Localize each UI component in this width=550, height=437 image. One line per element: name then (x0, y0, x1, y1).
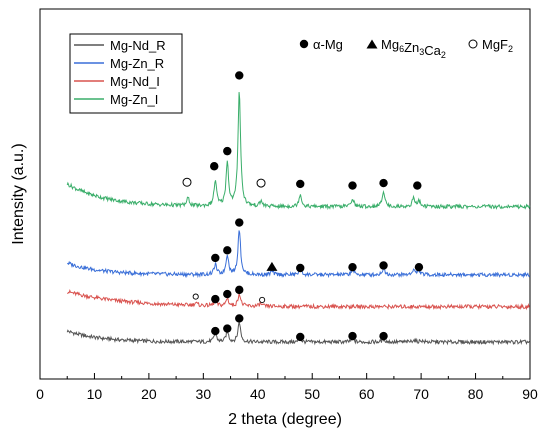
x-tick-label: 90 (522, 386, 538, 402)
series-line-mg-zn-r (66, 230, 531, 279)
y-axis-title: Intensity (a.u.) (10, 143, 27, 244)
phase-legend: α-Mg Mg6Zn3Ca2 MgF2 (299, 37, 513, 60)
circle-marker-mg-zn-i-7 (379, 178, 388, 188)
legend-label-mg-zn-i: Mg-Zn_I (110, 92, 158, 107)
phase-legend-filled-triangle-icon (366, 39, 378, 49)
circle-marker-mg-zn-r-1 (223, 246, 232, 255)
x-tick-label: 60 (359, 386, 375, 402)
legend-box (69, 33, 183, 114)
circle-marker-mg-nd-r-5 (379, 331, 388, 341)
circle-marker-mg-nd-r-2 (235, 314, 244, 323)
circle-marker-mg-nd-i-3 (235, 285, 244, 295)
marker-layer (182, 71, 424, 342)
open-circle-marker-mg-nd-i-0 (192, 293, 199, 300)
phase-legend-open-circle-icon (468, 39, 478, 49)
open-circle-marker-mg-zn-i-0 (182, 177, 192, 187)
series-legend: Mg-Nd_R Mg-Zn_R Mg-Nd_I Mg-Zn_I (69, 33, 183, 114)
open-circle-marker-mg-nd-i-4 (259, 296, 266, 304)
x-tick-label: 20 (141, 386, 157, 402)
circle-marker-mg-nd-r-4 (348, 331, 357, 341)
circle-marker-mg-zn-r-6 (379, 261, 388, 270)
legend-label-mg-zn-r: Mg-Zn_R (110, 56, 164, 71)
circle-marker-mg-zn-r-0 (211, 253, 220, 263)
x-axis-ticks: 0 10 20 30 40 50 60 70 80 90 (36, 373, 538, 402)
open-circle-marker-mg-zn-i-4 (256, 178, 266, 188)
series-line-mg-zn-i (66, 92, 531, 211)
circle-marker-mg-zn-i-6 (348, 181, 357, 190)
x-tick-label: 50 (304, 386, 320, 402)
circle-marker-mg-zn-i-1 (210, 162, 219, 171)
circle-marker-mg-zn-i-8 (413, 181, 422, 190)
triangle-marker-mg-zn-r-3 (266, 261, 278, 271)
phase-legend-label-mg: Mg6Zn3Ca2 (381, 37, 446, 60)
legend-label-mg-nd-r: Mg-Nd_R (110, 38, 166, 53)
series-line-mg-nd-i (67, 289, 530, 311)
circle-marker-mg-nd-i-1 (211, 294, 220, 304)
circle-marker-mg-zn-i-5 (296, 179, 305, 189)
circle-marker-mg-zn-r-5 (348, 262, 357, 272)
x-tick-label: 70 (413, 386, 429, 402)
x-axis-title: 2 theta (degree) (228, 411, 342, 428)
x-tick-label: 30 (196, 386, 212, 402)
circle-marker-mg-nd-r-3 (296, 332, 305, 342)
phase-legend-filled-circle-icon (299, 39, 309, 49)
circle-marker-mg-zn-i-2 (223, 146, 232, 156)
x-tick-label: 0 (36, 386, 44, 402)
circle-marker-mg-zn-r-4 (296, 263, 305, 273)
legend-label-mg-nd-i: Mg-Nd_I (110, 74, 160, 89)
circle-marker-mg-zn-r-2 (235, 218, 244, 227)
x-tick-label: 10 (87, 386, 103, 402)
x-tick-label: 40 (250, 386, 266, 402)
phase-legend-label-mgf: MgF2 (482, 37, 513, 54)
x-tick-label: 80 (468, 386, 484, 402)
phase-legend-label-mg: α-Mg (313, 37, 343, 52)
series-layer (66, 92, 531, 346)
circle-marker-mg-nd-i-2 (223, 289, 232, 299)
circle-marker-mg-zn-i-3 (235, 71, 244, 80)
circle-marker-mg-zn-r-7 (414, 262, 424, 272)
circle-marker-mg-nd-r-1 (223, 324, 232, 333)
circle-marker-mg-nd-r-0 (211, 326, 220, 336)
